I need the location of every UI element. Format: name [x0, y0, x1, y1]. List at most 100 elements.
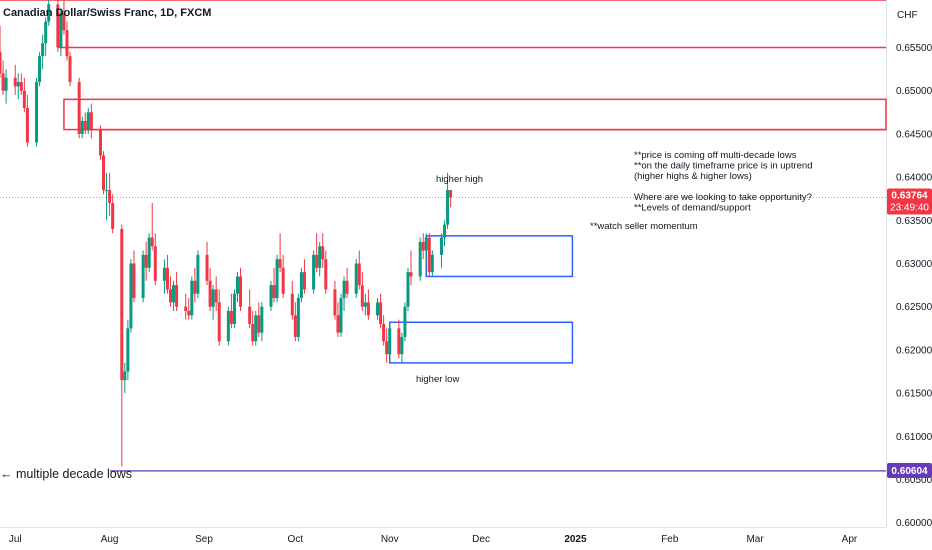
- time-tick-label: Oct: [288, 534, 304, 545]
- candle-body: [430, 254, 434, 273]
- current-price-badge: 0.63764 23:49:40: [887, 188, 932, 215]
- candle-body: [4, 77, 8, 91]
- decade-lows-label: ← multiple decade lows: [0, 467, 132, 481]
- candle-body: [385, 341, 389, 355]
- candle-body: [388, 328, 392, 355]
- candle-body: [312, 254, 316, 290]
- candle-body: [196, 254, 200, 294]
- candle-body: [150, 237, 154, 247]
- candle-body: [269, 285, 273, 307]
- time-tick-label: Mar: [746, 534, 764, 545]
- analysis-note-line: **on the daily timeframe price is in upt…: [634, 161, 812, 172]
- candle-body: [129, 263, 133, 329]
- candle-body: [62, 12, 66, 31]
- candle-body: [211, 289, 215, 307]
- candle-body: [239, 276, 243, 307]
- price-axis[interactable]: 0.65500 0.65000 0.64500 0.64000 0.63500 0.630…: [896, 43, 932, 529]
- candle-body: [172, 285, 176, 303]
- price-tick-label: 0.60000: [896, 518, 932, 529]
- candle-body: [65, 30, 69, 57]
- candle-body: [397, 328, 401, 355]
- candle-body: [102, 155, 106, 191]
- candle-body: [153, 246, 157, 281]
- candle-body: [56, 4, 60, 48]
- candle-body: [1, 73, 5, 91]
- time-tick-label: Dec: [472, 534, 490, 545]
- time-tick-label: Apr: [842, 534, 858, 545]
- candle-body: [105, 190, 109, 192]
- current-price-value: 0.63764: [891, 190, 928, 201]
- candle-body: [229, 311, 233, 324]
- candle-body: [272, 285, 276, 299]
- supply-zone: [63, 98, 887, 131]
- candle-body: [25, 107, 29, 143]
- candle-body: [86, 112, 90, 130]
- candle-body: [217, 302, 221, 342]
- candle-body: [120, 228, 124, 381]
- time-tick-label: Aug: [101, 534, 119, 545]
- price-tick-label: 0.62500: [896, 302, 932, 313]
- candle-body: [296, 298, 300, 337]
- candle-body: [302, 272, 306, 290]
- analysis-note-line: (higher highs & higher lows): [634, 171, 752, 182]
- candle-body: [324, 259, 328, 290]
- candle-body: [89, 112, 93, 130]
- countdown-value: 23:49:40: [890, 202, 929, 213]
- candle-body: [278, 259, 282, 268]
- candle-body: [443, 224, 447, 238]
- candle-body: [165, 267, 169, 290]
- candle-body: [169, 289, 173, 303]
- candle-body: [424, 237, 428, 251]
- candle-body: [318, 246, 322, 268]
- candle-body: [333, 289, 337, 316]
- decade-low-badge: 0.60604: [887, 462, 932, 478]
- price-tick-label: 0.63500: [896, 216, 932, 227]
- time-tick-label: Feb: [661, 534, 679, 545]
- candle-body: [123, 371, 127, 381]
- candles: [0, 0, 453, 467]
- time-tick-label: Jul: [9, 534, 22, 545]
- candle-body: [363, 302, 367, 307]
- candle-body: [299, 272, 303, 299]
- candle-body: [339, 298, 343, 333]
- candle-body: [251, 323, 255, 342]
- candle-body: [376, 302, 380, 316]
- price-tick-label: 0.64000: [896, 173, 932, 184]
- candle-body: [281, 267, 285, 294]
- candle-body: [41, 43, 45, 57]
- candle-body: [68, 56, 72, 83]
- higher-low-label: higher low: [416, 374, 459, 385]
- candle-body: [321, 246, 325, 260]
- candle-body: [13, 77, 17, 87]
- candle-body: [354, 263, 358, 294]
- candle-body: [406, 272, 410, 307]
- candle-body: [232, 293, 236, 324]
- time-axis[interactable]: Jul Aug Sep Oct Nov Dec 2025 Feb Mar Apr: [9, 534, 858, 545]
- candle-body: [19, 82, 23, 91]
- candle-body: [190, 280, 194, 316]
- candle-body: [418, 241, 422, 277]
- analysis-note-line: **Levels of demand/support: [634, 203, 751, 214]
- candle-body: [260, 306, 264, 333]
- candle-body: [59, 12, 63, 48]
- candle-body: [205, 254, 209, 281]
- decade-low-value: 0.60604: [891, 466, 928, 477]
- candle-body: [141, 254, 145, 299]
- time-tick-label: 2025: [564, 534, 587, 545]
- candle-body: [126, 328, 130, 372]
- watch-momentum-note: **watch seller momentum: [590, 221, 698, 232]
- candle-body: [144, 254, 148, 268]
- higher-high-label: higher high: [436, 174, 483, 185]
- candle-body: [16, 82, 20, 87]
- candle-body: [275, 259, 279, 299]
- symbol-title: Canadian Dollar/Swiss Franc, 1D, FXCM: [3, 7, 211, 19]
- candle-body: [111, 203, 115, 229]
- candle-body: [421, 241, 425, 251]
- candle-body: [254, 315, 258, 342]
- candle-body: [193, 280, 197, 294]
- candle-body: [293, 315, 297, 337]
- candle-body: [184, 306, 188, 312]
- candle-body: [449, 190, 453, 198]
